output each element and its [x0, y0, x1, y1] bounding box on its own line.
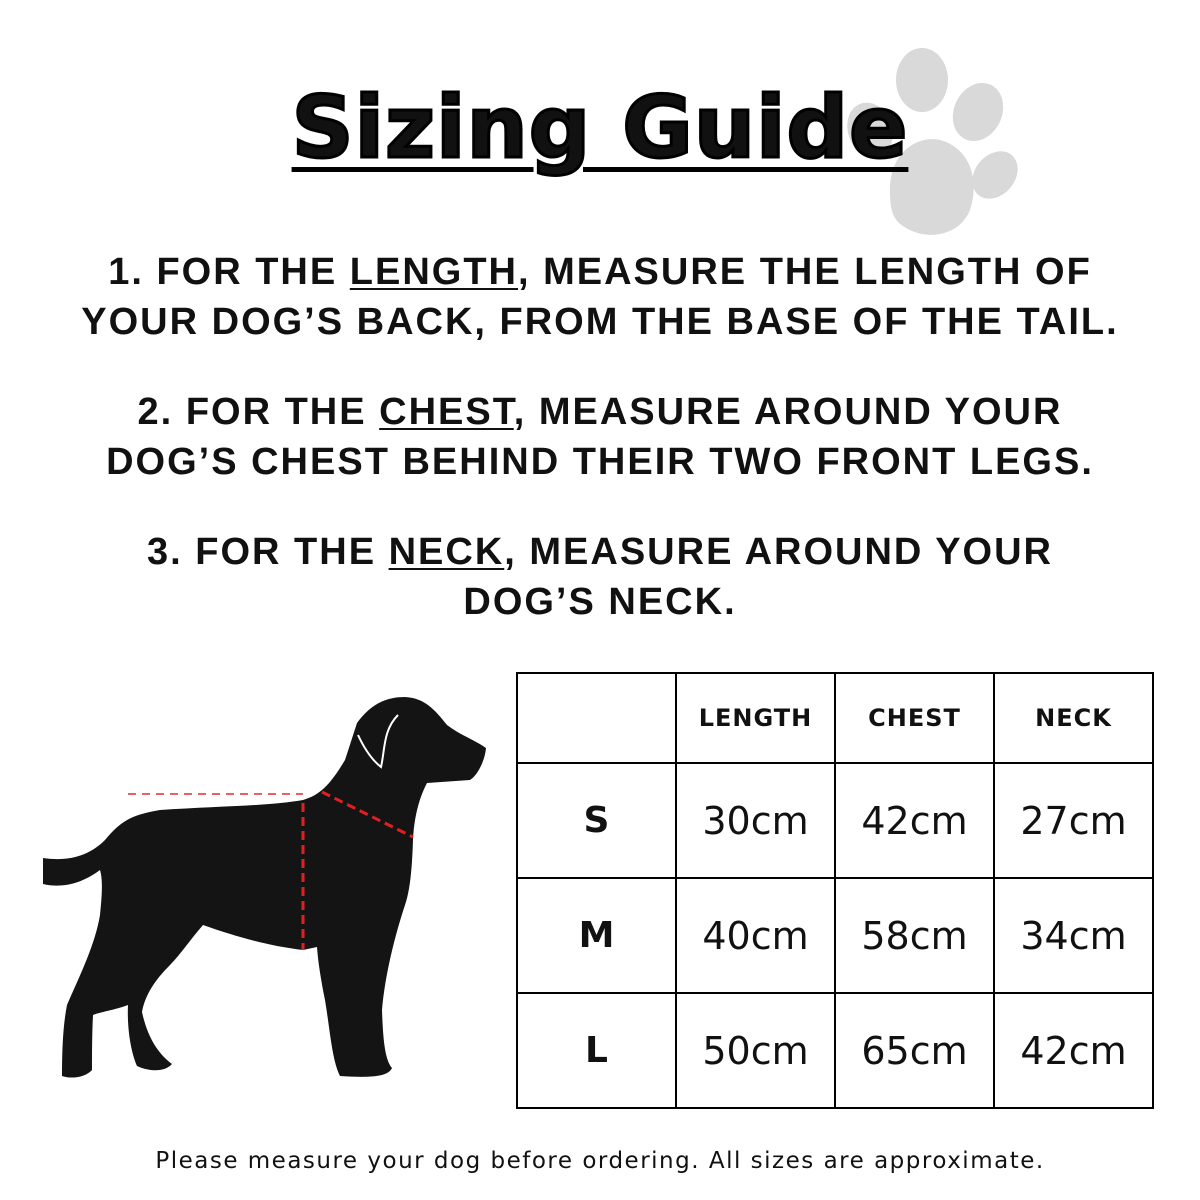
- size-label: L: [516, 992, 677, 1109]
- keyword-neck: Neck: [388, 531, 505, 573]
- neck-value: 34cm: [993, 877, 1154, 994]
- instruction-length: 1. For the Length, measure the length of…: [81, 251, 1119, 343]
- chest-value: 42cm: [834, 762, 995, 879]
- size-table: LENGTH CHEST NECK S 30cm 42cm 27cm M 40c…: [516, 672, 1154, 1109]
- paw-print-icon: [847, 48, 1018, 235]
- chest-value: 65cm: [834, 992, 995, 1109]
- size-label: M: [516, 877, 677, 994]
- chest-value: 58cm: [834, 877, 995, 994]
- neck-value: 27cm: [993, 762, 1154, 879]
- size-label: S: [516, 762, 677, 879]
- header-length: LENGTH: [675, 672, 836, 764]
- page-title: Sizing Guide: [290, 77, 909, 180]
- neck-value: 42cm: [993, 992, 1154, 1109]
- table-row: L 50cm 65cm 42cm: [516, 992, 1154, 1109]
- length-value: 30cm: [675, 762, 836, 879]
- length-value: 50cm: [675, 992, 836, 1109]
- keyword-length: Length: [349, 251, 518, 293]
- footer-note: Please measure your dog before ordering.…: [155, 1148, 1045, 1174]
- table-header-row: LENGTH CHEST NECK: [516, 672, 1154, 764]
- header-empty: [516, 672, 677, 764]
- table-row: S 30cm 42cm 27cm: [516, 762, 1154, 879]
- table-row: M 40cm 58cm 34cm: [516, 877, 1154, 994]
- instruction-chest: 2. For the Chest, measure around your do…: [106, 391, 1094, 483]
- instruction-neck: 3. For the Neck, measure around your dog…: [147, 531, 1053, 623]
- length-value: 40cm: [675, 877, 836, 994]
- header-chest: CHEST: [834, 672, 995, 764]
- keyword-chest: Chest: [379, 391, 514, 433]
- header-neck: NECK: [993, 672, 1154, 764]
